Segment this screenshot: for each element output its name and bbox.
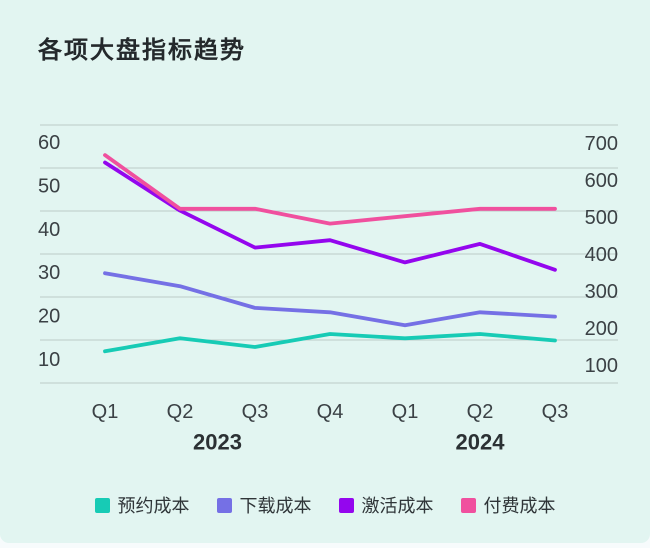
x-axis-label: Q4	[317, 401, 344, 423]
year-label: 2023	[193, 430, 242, 455]
trend-line-chart: 60 50 40 30 20 10 700 600 500 400 300 200 100 Q1 Q2 Q3 Q…	[38, 124, 618, 455]
left-axis-label: 30	[38, 262, 60, 284]
left-axis-label: 10	[38, 349, 60, 371]
left-axis-label: 60	[38, 132, 60, 154]
legend-label: 预约成本	[117, 496, 190, 516]
legend-item-0: 预约成本	[94, 492, 190, 518]
legend-item-3: 付费成本	[460, 492, 556, 518]
left-axis-label: 50	[38, 175, 60, 197]
chart-legend: 预约成本 下载成本 激活成本 付费成本	[0, 492, 650, 518]
series-line-0	[103, 332, 557, 354]
chart-title: 各项大盘指标趋势	[38, 37, 246, 64]
right-axis-label: 200	[585, 318, 618, 340]
series-line-3	[103, 153, 557, 226]
right-axis-label: 100	[585, 355, 618, 377]
series-line-1	[103, 271, 557, 328]
legend-label: 激活成本	[361, 496, 434, 516]
year-label: 2024	[456, 430, 506, 455]
legend-label: 下载成本	[239, 496, 312, 516]
left-axis-label: 40	[38, 219, 60, 241]
x-axis-label: Q3	[542, 401, 569, 423]
right-axis-label: 700	[585, 133, 618, 155]
right-axis-label: 600	[585, 170, 618, 192]
x-axis-label: Q1	[92, 401, 119, 423]
legend-swatch-icon	[338, 497, 354, 513]
x-axis-label: Q2	[167, 401, 194, 423]
legend-label: 付费成本	[483, 496, 556, 516]
legend-swatch-icon	[216, 497, 232, 513]
right-axis-label: 300	[585, 281, 618, 303]
left-axis-label: 20	[38, 306, 60, 328]
legend-item-1: 下载成本	[216, 492, 312, 518]
legend-item-2: 激活成本	[338, 492, 434, 518]
right-axis-label: 500	[585, 207, 618, 229]
x-axis-label: Q2	[467, 401, 494, 423]
right-axis-label: 400	[585, 244, 618, 266]
x-axis-label: Q3	[242, 401, 269, 423]
x-axis-label: Q1	[392, 401, 419, 423]
legend-swatch-icon	[460, 497, 476, 513]
legend-swatch-icon	[94, 497, 110, 513]
